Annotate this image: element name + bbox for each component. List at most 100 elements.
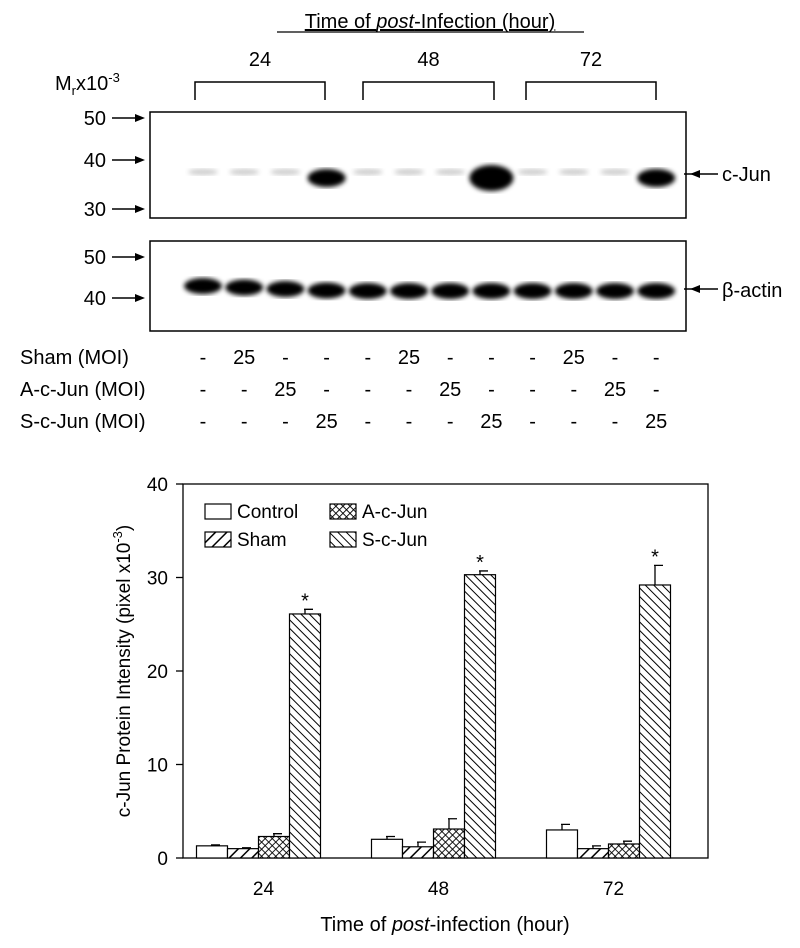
- row-cell: -: [282, 411, 289, 433]
- row-cell: 25: [563, 347, 585, 369]
- bar: [638, 584, 672, 859]
- row-cell: -: [323, 347, 330, 369]
- arrow-head: [135, 205, 145, 213]
- legend-swatch: [204, 503, 232, 520]
- row-cell: 25: [315, 411, 337, 433]
- row-cell: -: [653, 379, 660, 401]
- y-tick-label: 20: [147, 662, 168, 683]
- legend-swatch: [329, 503, 357, 520]
- error-bar: [623, 840, 632, 844]
- bar: [257, 835, 291, 859]
- cjun-blot: [149, 111, 687, 219]
- band: [188, 169, 218, 175]
- group-label: 24: [249, 49, 271, 71]
- band: [431, 283, 470, 299]
- bar: [576, 848, 610, 859]
- x-tick-label: 72: [603, 879, 624, 900]
- row-cell: -: [570, 411, 577, 433]
- arrow-head: [690, 285, 700, 293]
- legend-label: A-c-Jun: [362, 502, 427, 523]
- mw-marker: 50: [84, 108, 106, 130]
- row-cell: -: [364, 379, 371, 401]
- band: [596, 283, 634, 299]
- error-bar: [654, 564, 663, 585]
- bracket: [194, 81, 326, 100]
- mw-marker: 40: [84, 150, 106, 172]
- group-label: 48: [417, 49, 439, 71]
- x-tick-label: 48: [428, 879, 449, 900]
- actin-label: β-actin: [722, 280, 782, 302]
- arrow-head: [135, 114, 145, 122]
- bracket: [525, 81, 657, 100]
- group-label: 72: [580, 49, 602, 71]
- error-bar: [273, 833, 282, 837]
- row-cell: -: [241, 411, 248, 433]
- band: [435, 169, 466, 175]
- row-cell: -: [529, 411, 536, 433]
- row-cell: -: [364, 411, 371, 433]
- row-cell: -: [406, 379, 413, 401]
- row-cell: -: [200, 347, 207, 369]
- band: [266, 281, 305, 297]
- significance-mark: *: [301, 590, 309, 612]
- mw-marker: 30: [84, 199, 106, 221]
- arrow-head: [135, 253, 145, 261]
- row-cell: -: [200, 379, 207, 401]
- cjun-label: c-Jun: [722, 164, 771, 186]
- row-cell: -: [529, 379, 536, 401]
- bar: [607, 843, 641, 859]
- row-cell: -: [529, 347, 536, 369]
- band: [229, 169, 260, 175]
- row-label: S-c-Jun (MOI): [20, 411, 146, 433]
- error-bar: [592, 845, 601, 849]
- bands: [184, 165, 676, 299]
- error-bar: [304, 608, 313, 614]
- band: [600, 169, 630, 175]
- row-cell: 25: [480, 411, 502, 433]
- bar: [370, 838, 404, 859]
- row-cell: 25: [645, 411, 667, 433]
- mr-label: Mrx10-3: [55, 70, 120, 98]
- row-cell: -: [447, 347, 454, 369]
- band: [558, 169, 589, 175]
- arrow-head: [690, 170, 700, 178]
- band: [394, 169, 424, 175]
- bar: [195, 845, 229, 859]
- x-axis-label: Time of post-infection (hour): [320, 914, 569, 936]
- row-cell: 25: [398, 347, 420, 369]
- y-tick-label: 40: [147, 475, 168, 496]
- error-bar: [417, 841, 426, 847]
- y-tick-label: 30: [147, 569, 168, 590]
- band: [225, 279, 264, 296]
- row-cell: -: [653, 347, 660, 369]
- row-cell: 25: [233, 347, 255, 369]
- row-cell: -: [406, 411, 413, 433]
- row-cell: -: [241, 379, 248, 401]
- band: [307, 282, 346, 299]
- bracket: [362, 81, 495, 100]
- row-cell: -: [488, 379, 495, 401]
- mw-marker: 40: [84, 288, 106, 310]
- bar: [226, 848, 260, 859]
- error-bar: [242, 847, 251, 849]
- error-bar: [211, 844, 220, 846]
- legend-label: Sham: [237, 530, 287, 551]
- arrow-head: [135, 294, 145, 302]
- bar: [463, 574, 497, 859]
- error-bar: [479, 570, 488, 575]
- band: [517, 169, 548, 175]
- row-cell: 25: [604, 379, 626, 401]
- band: [513, 283, 552, 299]
- band: [270, 169, 301, 175]
- y-tick-label: 0: [157, 849, 168, 870]
- row-cell: 25: [439, 379, 461, 401]
- row-label: A-c-Jun (MOI): [20, 379, 146, 401]
- blot-title: Time of post-Infection (hour): [305, 11, 555, 33]
- row-cell: -: [570, 379, 577, 401]
- band: [554, 283, 593, 299]
- row-cell: -: [200, 411, 207, 433]
- row-cell: -: [612, 411, 619, 433]
- band: [390, 283, 428, 299]
- row-cell: 25: [274, 379, 296, 401]
